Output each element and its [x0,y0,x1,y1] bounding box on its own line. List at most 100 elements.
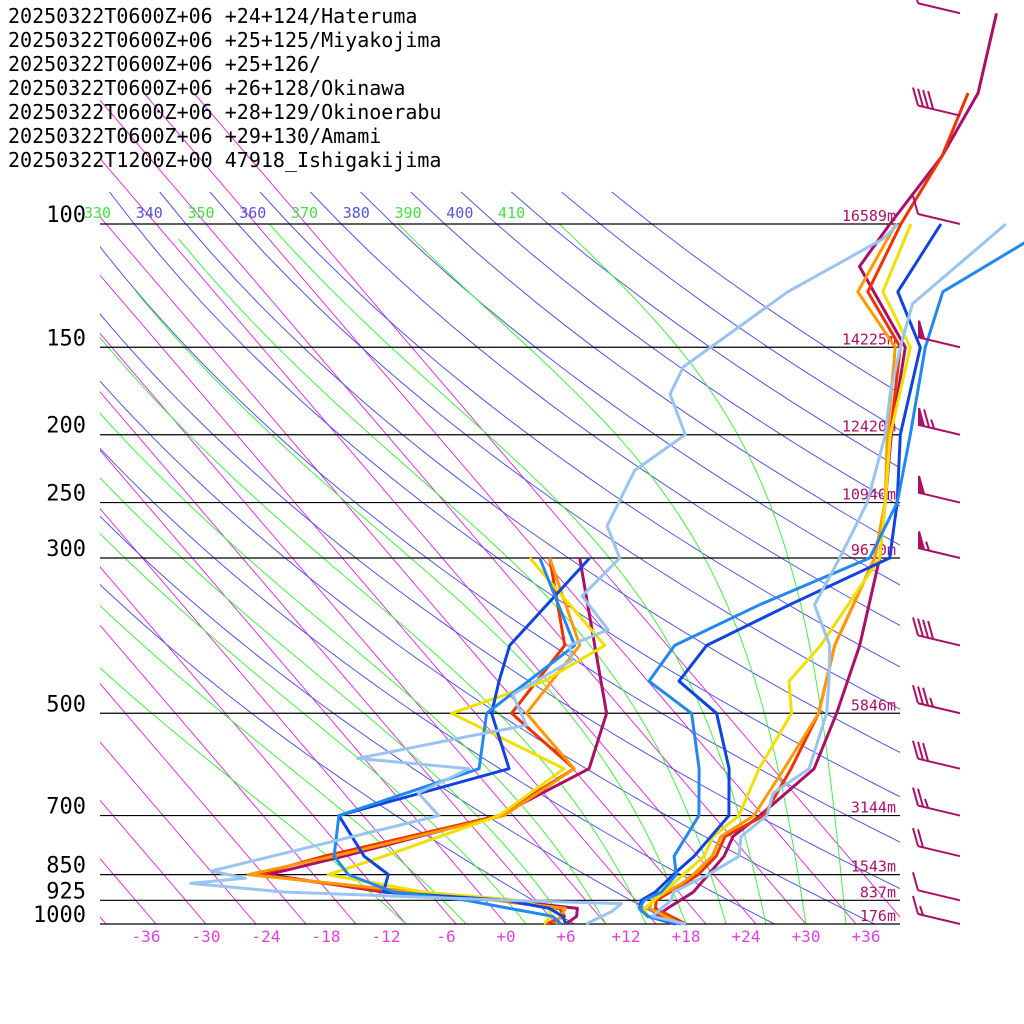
legend-entry-okinawa: 20250322T0600Z+06 +26+128/Okinawa [8,76,406,100]
wind-barb-flag [922,89,930,109]
wind-barb [912,895,961,925]
isotherm-line [144,95,857,924]
isotherm-line [194,95,900,918]
wind-barbs [912,0,961,925]
x-tick-label: +36 [852,927,881,946]
pressure-label: 700 [46,795,86,820]
pressure-label: 300 [46,537,86,562]
height-label: 16589m [842,207,896,225]
wind-barb [917,406,961,436]
height-label: 176m [860,907,896,925]
dry-adiabat [109,191,900,798]
pressure-label: 1000 [33,903,86,928]
temperature-line-6 [651,222,1007,926]
wind-barb-flag [917,788,925,808]
wind-barb-half [929,697,935,708]
x-tick-label: -12 [372,927,401,946]
height-label: 837m [860,883,896,901]
wind-barb-flag [917,618,925,637]
wind-barb-flag [927,90,935,110]
wind-barb-shaft [917,702,961,715]
x-tick-label: +12 [612,927,641,946]
wind-barb [912,617,961,647]
legend: 20250322T0600Z+06 +24+124/Hateruma 20250… [8,4,441,172]
wind-barb [912,827,961,858]
wind-barb-half [924,798,930,809]
isotherm-line [100,157,757,924]
dry-adiabat [100,583,576,924]
wind-barb-flag [912,617,919,636]
moist-adiabat [100,604,467,924]
temperature-line-5 [637,241,1024,926]
wind-barb-flag [912,827,919,847]
isotherm-line [100,391,557,924]
pressure-label: 150 [46,326,86,351]
dewpoint-line-2 [246,557,582,925]
wind-barb-flag [922,687,930,706]
legend-entry-ishigakijima: 20250322T1200Z+00 47918_Ishigakijima [8,148,442,172]
wind-barb-shaft [917,804,961,817]
x-tick-label: -30 [192,927,221,946]
wind-barb-half [925,541,931,551]
wind-barb-half [930,419,936,429]
legend-entry-hateruma: 20250322T0600Z+06 +24+124/Hateruma [8,4,418,28]
wind-barb [916,0,961,15]
temperature-line-0 [655,12,998,926]
dewpoint-line-1 [256,557,576,926]
wind-barb [917,474,961,504]
dry-adiabat [100,447,776,924]
x-tick-label: +0 [496,927,515,946]
wind-barb-flag [918,531,926,550]
dewpoint-line-0 [266,557,609,926]
theta-label: 350 [187,204,214,222]
wind-barb [912,195,961,225]
dry-adiabat [611,191,900,394]
moist-adiabat [100,476,567,924]
wind-barb-shaft [917,757,961,770]
height-label: 14225m [842,330,896,348]
temperature-line-4 [637,223,943,926]
wind-barb [912,685,961,715]
wind-barb-flag [917,686,925,705]
moist-adiabat [100,412,607,924]
theta-label: 400 [446,204,473,222]
theta-label: 340 [136,204,163,222]
wind-barb-flag [918,475,926,495]
theta-label: 360 [239,204,266,222]
wind-barb-flag [923,409,931,428]
legend-entry-unnamed: 20250322T0600Z+06 +25+126/ [8,52,322,76]
dewpoint-line-6 [189,222,899,926]
isotherm-line [100,507,457,924]
x-tick-label: +6 [556,927,575,946]
dewpoint-line-5 [332,557,577,926]
isotherm-line [100,566,407,924]
wind-barb-flag [912,872,919,891]
moist-adiabat [268,223,767,924]
wind-barb-flag [912,195,919,215]
theta-label: 390 [395,204,422,222]
wind-barb-shaft [917,491,961,504]
wind-barb-shaft [917,634,961,647]
pressure-label: 250 [46,482,86,507]
theta-label: 330 [84,204,111,222]
x-tick-label: +30 [792,927,821,946]
wind-barb [912,787,961,817]
temperature-line-3 [642,223,913,926]
x-tick-label: -18 [312,927,341,946]
pressure-label: 100 [46,203,86,228]
wind-barb-shaft [917,336,961,349]
pressure-label: 200 [46,414,86,439]
theta-label: 380 [343,204,370,222]
legend-entry-amami: 20250322T0600Z+06 +29+130/Amami [8,124,382,148]
x-tick-label: +24 [732,927,761,946]
wind-barb-shaft [917,104,961,117]
legend-entry-okinoerabu: 20250322T0600Z+06 +28+129/Okinoerabu [8,100,442,124]
temperature-axis: -36 -30 -24 -18 -12 -6 +0 +6 +12 +18 +24 +30 +36 [132,927,881,946]
wind-barb [917,529,961,559]
dry-adiabat [510,191,900,469]
legend-entry-miyakojima: 20250322T0600Z+06 +25+125/Miyakojima [8,28,442,52]
wind-barb-half [919,905,924,916]
isotherm-line [100,624,357,924]
wind-barb-flag [922,619,930,639]
